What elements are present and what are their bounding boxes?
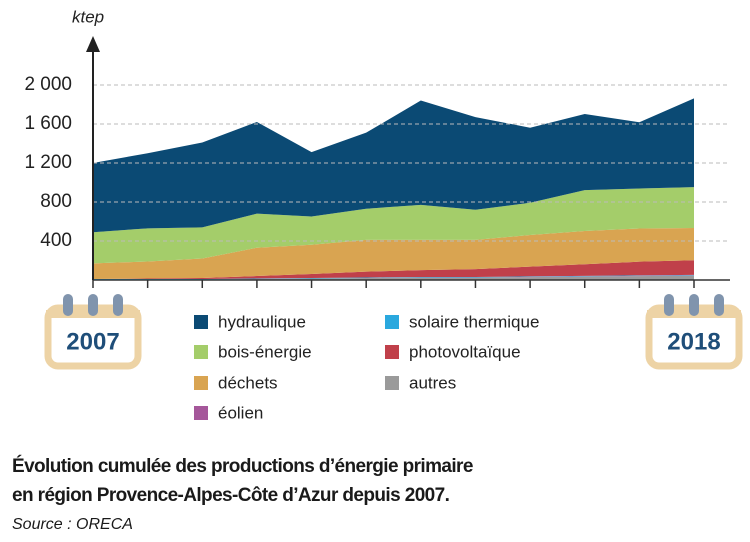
y-axis-label: ktep <box>72 7 104 26</box>
y-tick-label: 1 600 <box>24 113 72 134</box>
legend-swatch <box>385 315 399 329</box>
legend-label: hydraulique <box>218 312 306 331</box>
legend-swatch <box>385 376 399 390</box>
y-tick-label: 2 000 <box>24 74 72 95</box>
area <box>93 260 694 280</box>
calendar-icon: 2018 <box>645 294 743 370</box>
legend-label: solaire thermique <box>409 312 539 331</box>
legend-swatch <box>194 376 208 390</box>
y-tick-label: 800 <box>40 191 72 212</box>
legend-label: autres <box>409 373 456 392</box>
calendar-icon: 2007 <box>44 294 142 370</box>
legend-swatch <box>194 315 208 329</box>
x-tick-label: 2018 <box>667 328 720 355</box>
legend-swatch <box>385 345 399 359</box>
area <box>93 98 694 233</box>
y-tick-label: 1 200 <box>24 152 72 173</box>
legend-label: éolien <box>218 403 263 422</box>
area <box>93 187 694 264</box>
caption-title: Évolution cumulée des productions d’éner… <box>12 452 473 510</box>
y-tick-label: 400 <box>40 230 72 251</box>
legend-label: photovoltaïque <box>409 342 521 361</box>
caption-line: en région Provence-Alpes-Côte d’Azur dep… <box>12 485 450 506</box>
legend-swatch <box>194 345 208 359</box>
legend-label: bois-énergie <box>218 342 312 361</box>
y-axis-arrow <box>86 36 100 52</box>
x-tick-label: 2007 <box>66 328 119 355</box>
legend-swatch <box>194 406 208 420</box>
legend-label: déchets <box>218 373 278 392</box>
area <box>93 274 694 280</box>
caption-line: Évolution cumulée des productions d’éner… <box>12 456 473 477</box>
plot <box>93 98 694 280</box>
caption-source: Source : ORECA <box>12 516 133 533</box>
